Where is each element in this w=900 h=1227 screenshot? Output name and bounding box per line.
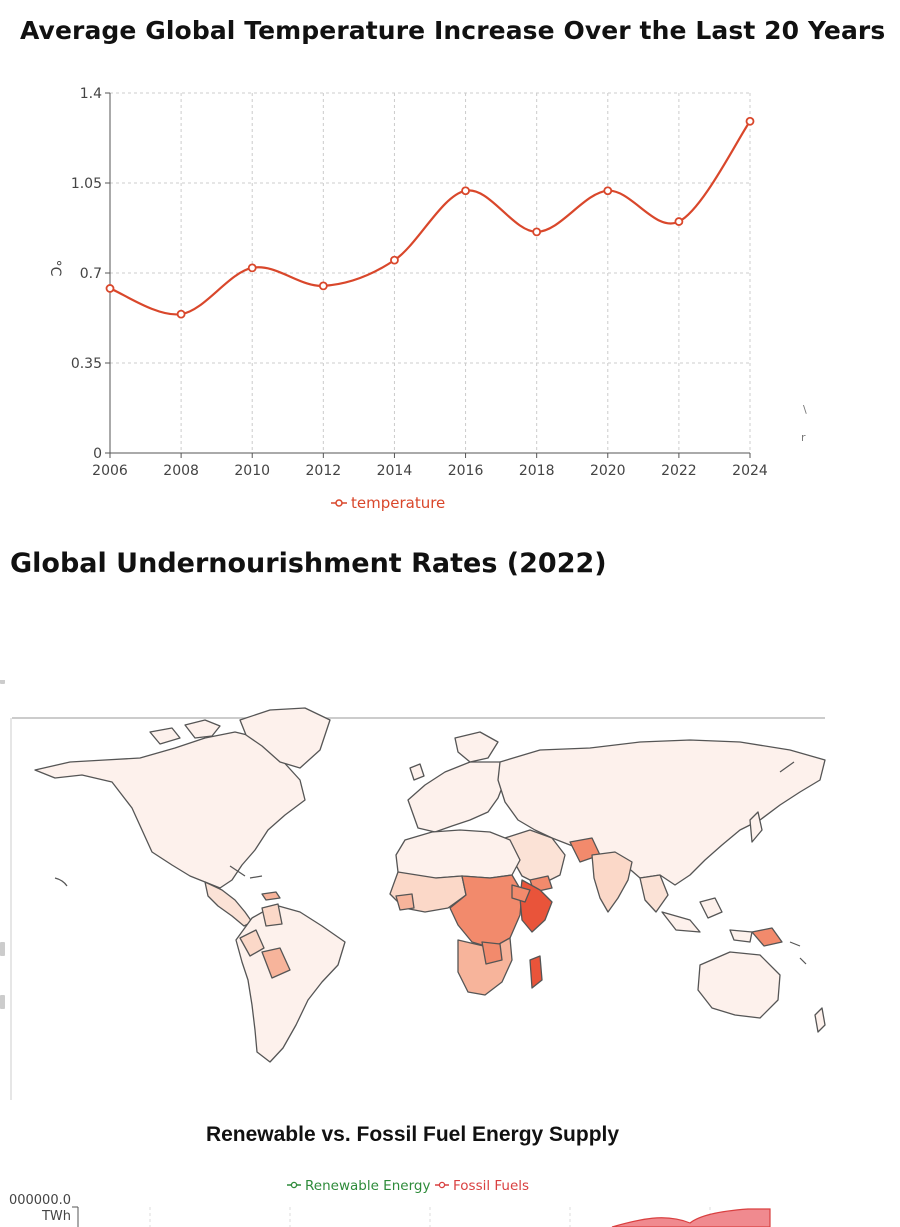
region-north-africa <box>395 829 521 881</box>
temperature-data-point[interactable] <box>532 227 542 237</box>
temperature-chart-title: Average Global Temperature Increase Over… <box>20 16 886 45</box>
svg-text:r: r <box>801 431 806 444</box>
temperature-data-point[interactable] <box>247 263 257 273</box>
temperature-series-line <box>109 120 751 316</box>
energy-chart-title: Renewable vs. Fossil Fuel Energy Supply <box>205 1123 620 1146</box>
temperature-legend-label: temperature <box>351 494 445 512</box>
temperature-y-axis-label: °C <box>47 260 63 277</box>
temperature-x-tick-label: 2008 <box>163 463 199 479</box>
temperature-data-point[interactable] <box>745 116 755 126</box>
temperature-data-point[interactable] <box>318 281 328 291</box>
temperature-x-tick-label: 2022 <box>661 463 697 479</box>
region-greenland <box>239 707 331 769</box>
svg-text:\: \ <box>803 403 807 416</box>
undernourishment-map[interactable] <box>0 680 900 1100</box>
temperature-x-tick-label: 2018 <box>519 463 555 479</box>
energy-y-tick-top: 000000.0 <box>9 1193 71 1208</box>
region-india <box>591 851 633 913</box>
temperature-y-tick-label: 1.05 <box>71 176 102 192</box>
temperature-chart: 0 0.35 0.7 1.05 1.4 2006 2008 2010 2012 2014 2016 2… <box>47 86 807 512</box>
temperature-x-tick-label: 2014 <box>377 463 413 479</box>
energy-chart: Renewable Energy Fossil Fuels 000000.0 T… <box>9 1178 771 1227</box>
energy-y-unit: TWh <box>41 1209 71 1224</box>
temperature-y-tick-label: 0.7 <box>80 266 102 282</box>
region-papua-new-guinea <box>751 927 783 947</box>
temperature-legend[interactable]: temperature <box>331 494 445 512</box>
temperature-x-tick-label: 2012 <box>306 463 342 479</box>
temperature-x-tick-label: 2006 <box>92 463 128 479</box>
energy-fossil-area <box>611 1208 771 1227</box>
region-australia <box>697 951 781 1019</box>
temperature-x-tick-label: 2016 <box>448 463 484 479</box>
region-central-america <box>204 881 253 927</box>
temperature-y-tick-label: 0.35 <box>71 356 102 372</box>
temperature-x-tick-label: 2020 <box>590 463 626 479</box>
region-north-america <box>34 731 306 889</box>
temperature-data-point[interactable] <box>461 186 470 196</box>
temperature-data-point[interactable] <box>176 309 186 319</box>
temperature-data-point[interactable] <box>674 217 684 226</box>
temperature-y-tick-label: 1.4 <box>80 86 102 102</box>
temperature-data-point[interactable] <box>390 255 399 265</box>
region-south-america <box>235 904 346 1063</box>
energy-legend[interactable]: Renewable Energy Fossil Fuels <box>287 1178 529 1194</box>
temperature-data-point[interactable] <box>603 186 613 196</box>
temperature-y-tick-label: 0 <box>93 446 102 462</box>
undernourishment-chart-title: Global Undernourishment Rates (2022) <box>10 548 607 579</box>
energy-legend-renewable: Renewable Energy <box>305 1178 430 1194</box>
temperature-x-tick-label: 2024 <box>732 463 768 479</box>
temperature-data-point[interactable] <box>105 284 115 293</box>
energy-legend-fossil: Fossil Fuels <box>453 1178 529 1194</box>
region-madagascar <box>529 955 543 989</box>
temperature-x-tick-label: 2010 <box>234 463 270 479</box>
